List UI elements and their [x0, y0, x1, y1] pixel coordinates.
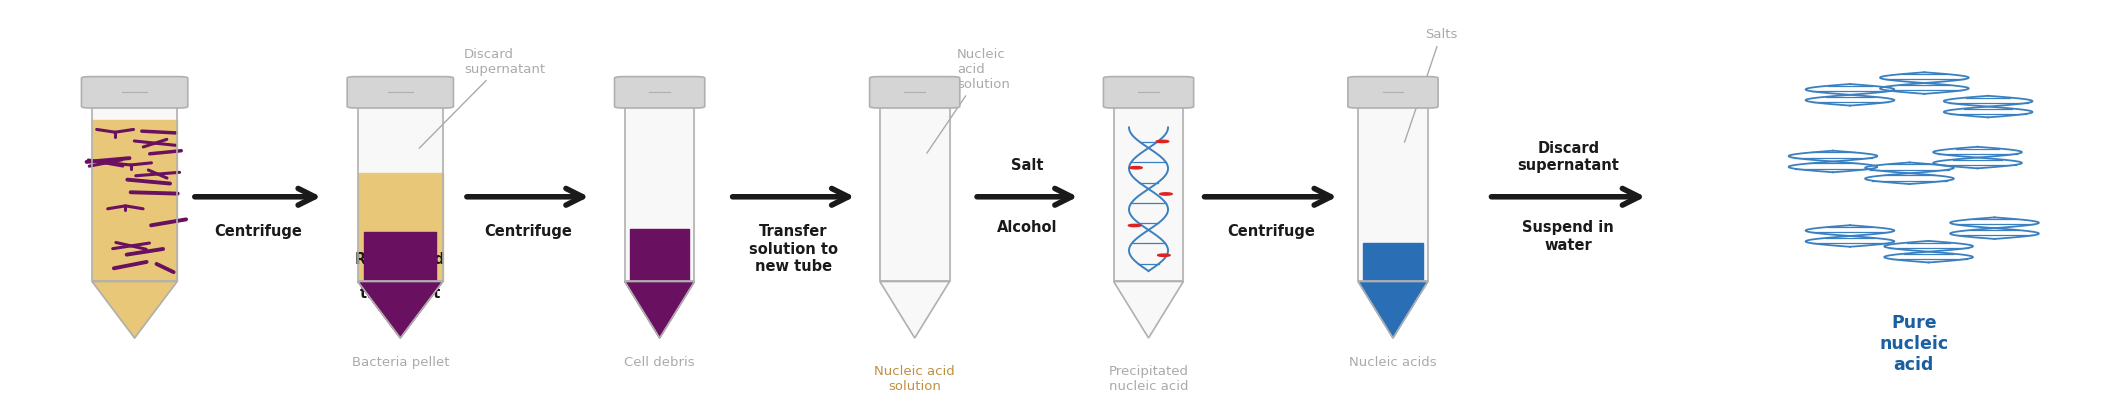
- Polygon shape: [625, 282, 696, 338]
- Bar: [91, 106, 177, 282]
- FancyBboxPatch shape: [347, 77, 453, 108]
- Bar: [357, 106, 442, 282]
- FancyBboxPatch shape: [870, 77, 959, 108]
- Bar: [1363, 243, 1423, 282]
- Text: Salts: Salts: [1404, 28, 1457, 142]
- Text: Centrifuge: Centrifuge: [215, 224, 302, 239]
- Text: Cell debris: Cell debris: [625, 356, 696, 369]
- Bar: [630, 229, 689, 282]
- Text: Transfer
solution to
new tube: Transfer solution to new tube: [749, 224, 838, 274]
- Bar: [91, 106, 177, 282]
- Text: Nucleic acids: Nucleic acids: [1349, 356, 1436, 369]
- FancyBboxPatch shape: [1104, 77, 1193, 108]
- Bar: [91, 120, 177, 282]
- Circle shape: [1159, 193, 1172, 195]
- Circle shape: [1127, 224, 1140, 227]
- Bar: [881, 106, 949, 282]
- Circle shape: [1157, 254, 1170, 256]
- Polygon shape: [1359, 282, 1427, 338]
- Polygon shape: [881, 282, 949, 338]
- Text: Salt: Salt: [1010, 158, 1044, 173]
- Polygon shape: [1359, 282, 1427, 338]
- Text: Precipitated
nucleic acid: Precipitated nucleic acid: [1108, 366, 1189, 394]
- Text: Centrifuge: Centrifuge: [1227, 224, 1314, 239]
- Text: Discard
supernatant: Discard supernatant: [1517, 141, 1619, 173]
- Text: Pure
nucleic
acid: Pure nucleic acid: [1878, 314, 1948, 374]
- FancyBboxPatch shape: [81, 77, 187, 108]
- Bar: [1359, 106, 1427, 282]
- Circle shape: [1157, 140, 1168, 142]
- Text: Suspend in
water: Suspend in water: [1523, 220, 1614, 253]
- Polygon shape: [625, 282, 696, 338]
- Text: Bacteria pellet: Bacteria pellet: [351, 356, 449, 369]
- Bar: [1115, 106, 1183, 282]
- Bar: [1359, 106, 1427, 282]
- Polygon shape: [357, 282, 442, 338]
- Text: Alcohol: Alcohol: [998, 220, 1057, 235]
- Polygon shape: [357, 282, 442, 338]
- Bar: [625, 106, 696, 282]
- Bar: [625, 106, 696, 282]
- Text: Resuspend
and lyse
the pellet: Resuspend and lyse the pellet: [355, 252, 447, 302]
- Circle shape: [1129, 166, 1142, 169]
- Text: Centrifuge: Centrifuge: [485, 224, 572, 239]
- Text: Nucleic acid
solution: Nucleic acid solution: [874, 366, 955, 394]
- Bar: [357, 106, 442, 282]
- FancyBboxPatch shape: [1349, 77, 1438, 108]
- Polygon shape: [1115, 282, 1183, 338]
- Bar: [357, 173, 442, 282]
- Bar: [364, 232, 436, 282]
- Text: Nucleic
acid
solution: Nucleic acid solution: [927, 48, 1010, 153]
- Bar: [1115, 106, 1183, 282]
- Polygon shape: [357, 282, 442, 338]
- Polygon shape: [91, 282, 177, 338]
- Text: Discard
supernatant: Discard supernatant: [419, 48, 545, 148]
- FancyBboxPatch shape: [615, 77, 704, 108]
- Polygon shape: [91, 282, 177, 338]
- Bar: [881, 106, 949, 282]
